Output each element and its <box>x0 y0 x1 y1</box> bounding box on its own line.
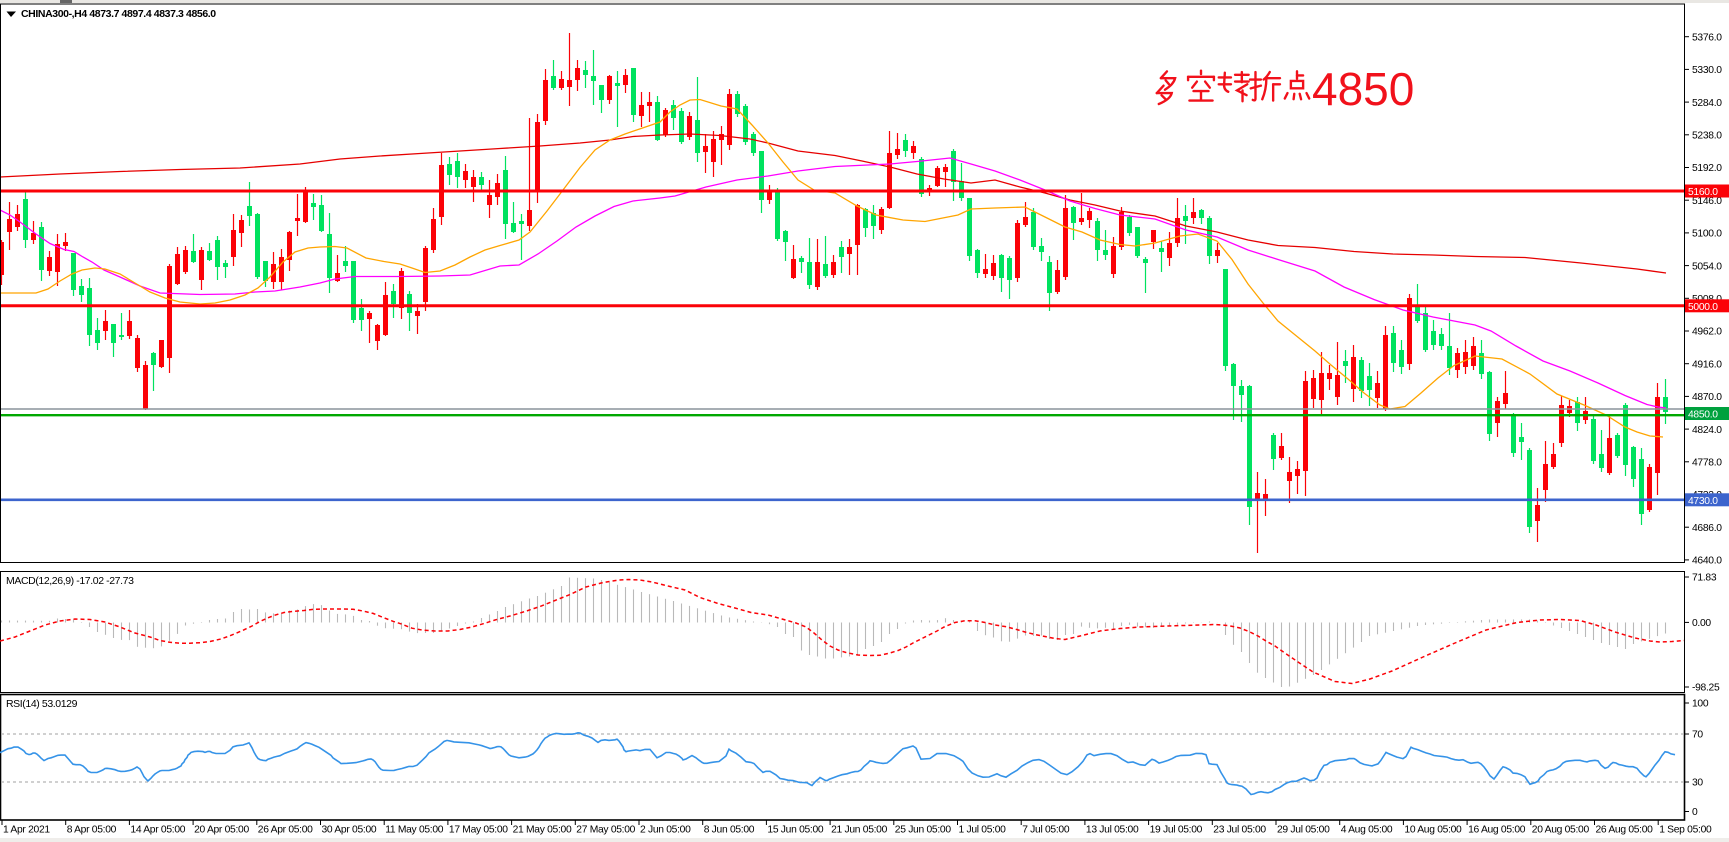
svg-text:4730.0: 4730.0 <box>1688 496 1718 507</box>
svg-text:MACD(12,26,9) -17.02 -27.73: MACD(12,26,9) -17.02 -27.73 <box>6 575 134 587</box>
svg-text:10 Aug 05:00: 10 Aug 05:00 <box>1404 825 1462 836</box>
svg-text:5376.0: 5376.0 <box>1692 32 1722 43</box>
svg-text:13 Jul 05:00: 13 Jul 05:00 <box>1086 825 1139 836</box>
svg-text:4962.0: 4962.0 <box>1692 327 1722 338</box>
svg-text:21 Jun 05:00: 21 Jun 05:00 <box>831 825 888 836</box>
svg-text:0: 0 <box>1692 807 1698 818</box>
svg-text:20 Aug 05:00: 20 Aug 05:00 <box>1532 825 1590 836</box>
svg-text:5160.0: 5160.0 <box>1688 187 1718 198</box>
svg-text:25 Jun 05:00: 25 Jun 05:00 <box>895 825 952 836</box>
svg-text:5192.0: 5192.0 <box>1692 163 1722 174</box>
svg-text:7 Jul 05:00: 7 Jul 05:00 <box>1022 825 1070 836</box>
svg-text:30 Apr 05:00: 30 Apr 05:00 <box>322 825 377 836</box>
svg-text:5054.0: 5054.0 <box>1692 261 1722 272</box>
svg-text:20 Apr 05:00: 20 Apr 05:00 <box>194 825 249 836</box>
svg-text:4778.0: 4778.0 <box>1692 458 1722 469</box>
svg-text:8 Apr 05:00: 8 Apr 05:00 <box>67 825 117 836</box>
svg-text:2 Jun 05:00: 2 Jun 05:00 <box>640 825 691 836</box>
svg-text:19 Jul 05:00: 19 Jul 05:00 <box>1150 825 1203 836</box>
svg-text:4850.0: 4850.0 <box>1688 410 1718 421</box>
svg-text:4916.0: 4916.0 <box>1692 359 1722 370</box>
svg-text:16 Aug 05:00: 16 Aug 05:00 <box>1468 825 1526 836</box>
svg-text:4870.0: 4870.0 <box>1692 392 1722 403</box>
svg-text:5000.0: 5000.0 <box>1688 302 1718 313</box>
svg-text:26 Apr 05:00: 26 Apr 05:00 <box>258 825 313 836</box>
svg-text:11 May 05:00: 11 May 05:00 <box>385 825 444 836</box>
svg-text:5284.0: 5284.0 <box>1692 98 1722 109</box>
svg-text:23 Jul 05:00: 23 Jul 05:00 <box>1213 825 1266 836</box>
svg-text:5238.0: 5238.0 <box>1692 131 1722 142</box>
svg-text:29 Jul 05:00: 29 Jul 05:00 <box>1277 825 1330 836</box>
svg-text:-98.25: -98.25 <box>1692 683 1720 694</box>
svg-text:RSI(14) 53.0129: RSI(14) 53.0129 <box>6 698 78 710</box>
svg-text:4 Aug 05:00: 4 Aug 05:00 <box>1341 825 1393 836</box>
svg-text:4850: 4850 <box>1312 63 1414 115</box>
svg-text:100: 100 <box>1692 699 1709 710</box>
svg-text:4824.0: 4824.0 <box>1692 425 1722 436</box>
svg-text:1 Sep 05:00: 1 Sep 05:00 <box>1659 825 1712 836</box>
svg-text:70: 70 <box>1692 730 1703 741</box>
svg-text:CHINA300-,H4 4873.7 4897.4 48: CHINA300-,H4 4873.7 4897.4 4837.3 4856.0 <box>21 8 216 20</box>
svg-text:5146.0: 5146.0 <box>1692 196 1722 207</box>
svg-text:1 Apr 2021: 1 Apr 2021 <box>3 825 50 836</box>
svg-text:15 Jun 05:00: 15 Jun 05:00 <box>767 825 824 836</box>
svg-text:8 Jun 05:00: 8 Jun 05:00 <box>704 825 755 836</box>
svg-text:5100.0: 5100.0 <box>1692 229 1722 240</box>
svg-text:17 May 05:00: 17 May 05:00 <box>449 825 508 836</box>
svg-text:1 Jul 05:00: 1 Jul 05:00 <box>959 825 1007 836</box>
svg-text:30: 30 <box>1692 778 1703 789</box>
svg-text:14 Apr 05:00: 14 Apr 05:00 <box>130 825 185 836</box>
svg-text:4640.0: 4640.0 <box>1692 556 1722 567</box>
svg-text:27 May 05:00: 27 May 05:00 <box>576 825 635 836</box>
svg-text:71.83: 71.83 <box>1692 573 1717 584</box>
svg-text:26 Aug 05:00: 26 Aug 05:00 <box>1596 825 1654 836</box>
svg-text:4686.0: 4686.0 <box>1692 523 1722 534</box>
svg-text:0.00: 0.00 <box>1692 618 1711 629</box>
svg-text:21 May 05:00: 21 May 05:00 <box>513 825 572 836</box>
svg-text:5330.0: 5330.0 <box>1692 65 1722 76</box>
